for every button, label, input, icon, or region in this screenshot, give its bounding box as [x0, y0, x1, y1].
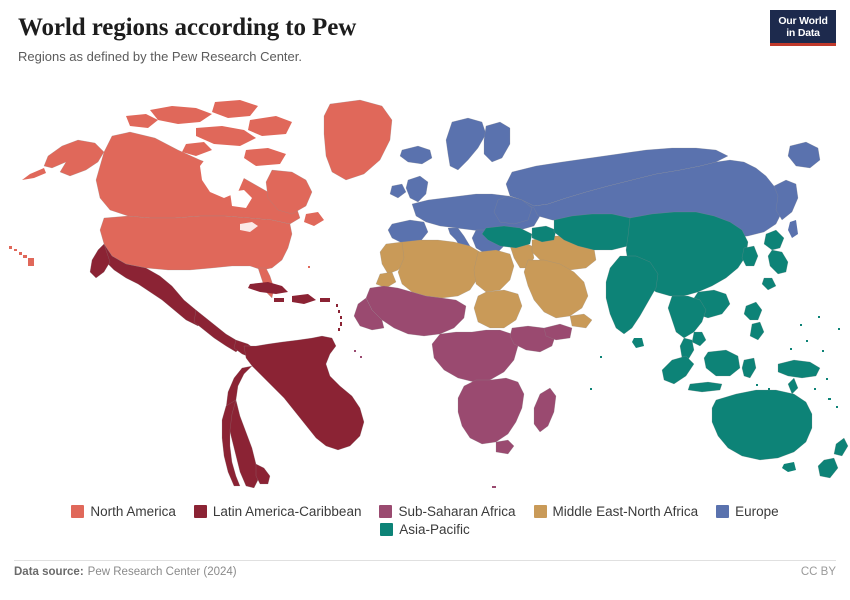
legend-item-sub-saharan-africa[interactable]: Sub-Saharan Africa	[379, 504, 516, 519]
legend-swatch-latin-america-caribbean	[193, 505, 207, 519]
hudson-bay	[200, 156, 252, 208]
legend-label-asia-pacific: Asia-Pacific	[399, 521, 470, 537]
legend-label-sub-saharan-africa: Sub-Saharan Africa	[398, 504, 516, 519]
legend-row-1: North America Latin America-Caribbean Su…	[71, 504, 779, 519]
legend-swatch-north-america	[71, 505, 85, 519]
our-world-in-data-logo[interactable]: Our World in Data	[770, 10, 836, 46]
footer: Data source: Pew Research Center (2024) …	[14, 566, 836, 578]
legend-label-latin-america-caribbean: Latin America-Caribbean	[212, 504, 362, 519]
header: World regions according to Pew Regions a…	[0, 0, 850, 66]
logo-line-2: in Data	[786, 27, 820, 39]
small-island-specks	[354, 350, 602, 488]
legend-swatch-middle-east-north-africa	[533, 505, 547, 519]
data-source-value[interactable]: Pew Research Center (2024)	[87, 566, 237, 578]
great-lakes	[240, 222, 258, 232]
page-title: World regions according to Pew	[18, 14, 357, 41]
region-north-america[interactable]	[9, 99, 393, 299]
region-asia-pacific[interactable]	[481, 211, 849, 479]
footer-divider	[14, 560, 836, 561]
world-map[interactable]	[0, 88, 850, 488]
legend-label-north-america: North America	[90, 504, 176, 519]
map-legend: North America Latin America-Caribbean Su…	[0, 505, 850, 536]
region-middle-east-north-africa[interactable]	[375, 235, 597, 329]
page-subtitle: Regions as defined by the Pew Research C…	[18, 48, 303, 64]
data-source-label: Data source:	[14, 566, 84, 578]
hawaii-islands	[9, 246, 34, 266]
region-sub-saharan-africa[interactable]	[353, 285, 573, 455]
legend-swatch-europe	[716, 505, 730, 519]
license-label[interactable]: CC BY	[800, 566, 836, 578]
pacific-islands	[744, 316, 840, 412]
logo-line-1: Our World	[778, 15, 828, 27]
legend-row-2: Asia-Pacific	[380, 521, 470, 537]
region-latin-america-caribbean[interactable]	[89, 243, 365, 488]
legend-item-asia-pacific[interactable]: Asia-Pacific	[380, 521, 470, 537]
legend-swatch-asia-pacific	[380, 522, 394, 536]
legend-label-europe: Europe	[735, 504, 779, 519]
legend-item-europe[interactable]: Europe	[716, 505, 779, 519]
legend-item-north-america[interactable]: North America	[71, 505, 176, 519]
legend-swatch-sub-saharan-africa	[379, 505, 393, 519]
legend-label-middle-east-north-africa: Middle East-North Africa	[552, 504, 699, 519]
data-source: Data source: Pew Research Center (2024)	[14, 566, 237, 578]
legend-item-latin-america-caribbean[interactable]: Latin America-Caribbean	[193, 504, 362, 519]
legend-item-middle-east-north-africa[interactable]: Middle East-North Africa	[533, 504, 699, 519]
